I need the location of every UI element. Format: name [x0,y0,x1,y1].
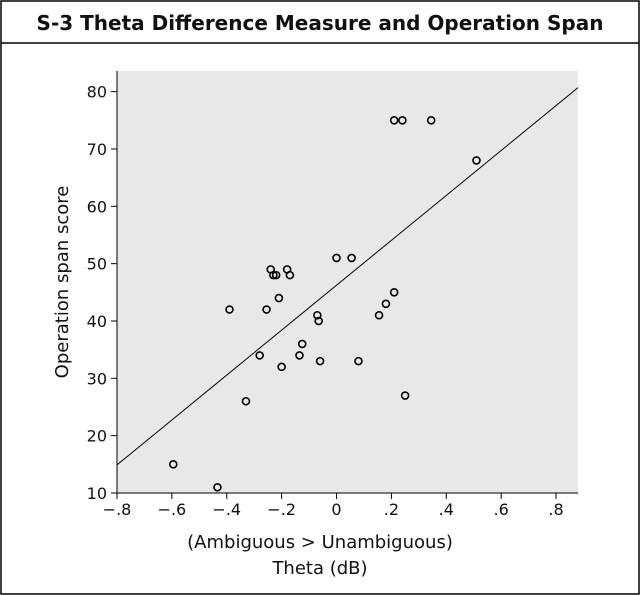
trend-line [116,87,579,466]
y-tick-label: 70 [87,140,107,159]
point [262,305,271,314]
point [398,116,407,125]
x-tick-label: −.6 [158,500,187,519]
point [168,460,178,469]
x-tick-label: .4 [439,500,454,519]
point [274,293,284,303]
y-tick-label: 40 [87,312,107,331]
point [241,396,251,406]
y-tick-label: 30 [87,369,107,388]
x-tick-label: .6 [494,500,509,519]
point [297,339,307,349]
chart-title: S-3 Theta Difference Measure and Operati… [37,11,604,35]
point [314,316,323,326]
point [472,156,481,165]
x-tick-label: .8 [548,500,563,519]
y-tick-label: 60 [87,197,107,216]
point [313,310,322,320]
point [426,116,436,125]
point [285,270,295,280]
point [374,310,384,320]
point [277,362,286,372]
y-tick-label: 80 [87,83,107,102]
point [271,270,281,280]
x-axis-label: Theta (dB) [271,558,367,579]
point [389,288,399,297]
point [332,253,341,263]
x-tick-label: −.8 [103,500,132,519]
point [400,391,410,400]
point [354,356,363,366]
point [315,356,325,366]
x-tick-label: 0 [331,500,341,519]
point [389,116,399,125]
point [381,299,391,309]
x-axis-label: (Ambiguous > Unambiguous) [187,532,453,553]
point [295,351,304,360]
point [347,253,356,263]
point [225,305,234,314]
y-axis-label: Operation span score [52,186,73,379]
point [213,482,222,492]
x-tick-label: −.4 [212,500,241,519]
x-tick-label: −.2 [267,500,296,519]
y-tick-label: 50 [87,255,107,274]
x-tick-label: .2 [384,500,399,519]
plot-area [117,71,578,493]
point [255,351,264,360]
point [269,270,278,280]
y-tick-label: 10 [87,484,107,503]
y-tick-label: 20 [87,427,107,446]
